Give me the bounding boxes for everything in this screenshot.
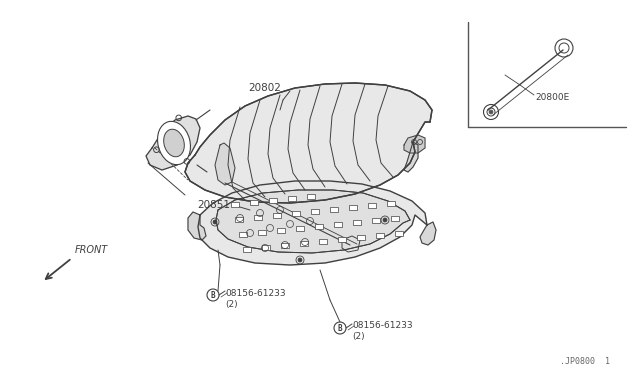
Bar — [311, 209, 319, 214]
Circle shape — [383, 218, 387, 222]
Bar — [395, 231, 403, 236]
Bar — [243, 247, 251, 252]
Bar — [239, 232, 247, 237]
Bar — [231, 202, 239, 207]
Polygon shape — [404, 135, 425, 153]
Text: B: B — [211, 291, 215, 300]
Bar — [288, 196, 296, 201]
Text: (2): (2) — [352, 333, 365, 341]
Bar — [330, 207, 338, 212]
Text: B: B — [338, 324, 342, 333]
Bar — [307, 194, 315, 199]
Bar — [296, 226, 304, 231]
Bar — [281, 243, 289, 248]
Polygon shape — [185, 83, 432, 203]
Text: .JP0800  1: .JP0800 1 — [560, 357, 610, 366]
Bar — [357, 235, 365, 240]
Text: 20802: 20802 — [248, 83, 281, 93]
Bar — [258, 230, 266, 235]
Circle shape — [298, 258, 302, 262]
Circle shape — [489, 110, 493, 114]
Bar — [269, 198, 277, 203]
Bar — [262, 245, 270, 250]
Polygon shape — [216, 190, 410, 253]
Text: 20800E: 20800E — [535, 93, 569, 103]
Ellipse shape — [157, 121, 191, 165]
Bar — [319, 239, 327, 244]
Bar — [277, 228, 285, 233]
Bar — [292, 211, 300, 216]
Polygon shape — [198, 181, 427, 265]
Bar — [315, 224, 323, 229]
Text: 08156-61233: 08156-61233 — [225, 289, 285, 298]
Circle shape — [213, 220, 217, 224]
Bar — [235, 217, 243, 222]
Text: 08156-61233: 08156-61233 — [352, 321, 413, 330]
Text: (2): (2) — [225, 299, 237, 308]
Bar — [254, 215, 262, 220]
Polygon shape — [404, 142, 418, 172]
Bar — [368, 203, 376, 208]
Polygon shape — [342, 236, 360, 252]
Bar — [353, 220, 361, 225]
Bar — [300, 241, 308, 246]
Polygon shape — [215, 143, 235, 185]
Text: 20851: 20851 — [197, 200, 230, 210]
Text: FRONT: FRONT — [75, 245, 108, 255]
Bar — [387, 201, 395, 206]
Bar — [376, 233, 384, 238]
Bar — [349, 205, 357, 210]
Bar — [250, 200, 258, 205]
Bar — [273, 213, 281, 218]
Polygon shape — [420, 222, 436, 245]
Bar — [372, 218, 380, 223]
Bar — [338, 237, 346, 242]
Bar — [391, 216, 399, 221]
Bar — [334, 222, 342, 227]
Ellipse shape — [164, 129, 184, 157]
Polygon shape — [146, 116, 200, 170]
Polygon shape — [188, 212, 206, 240]
